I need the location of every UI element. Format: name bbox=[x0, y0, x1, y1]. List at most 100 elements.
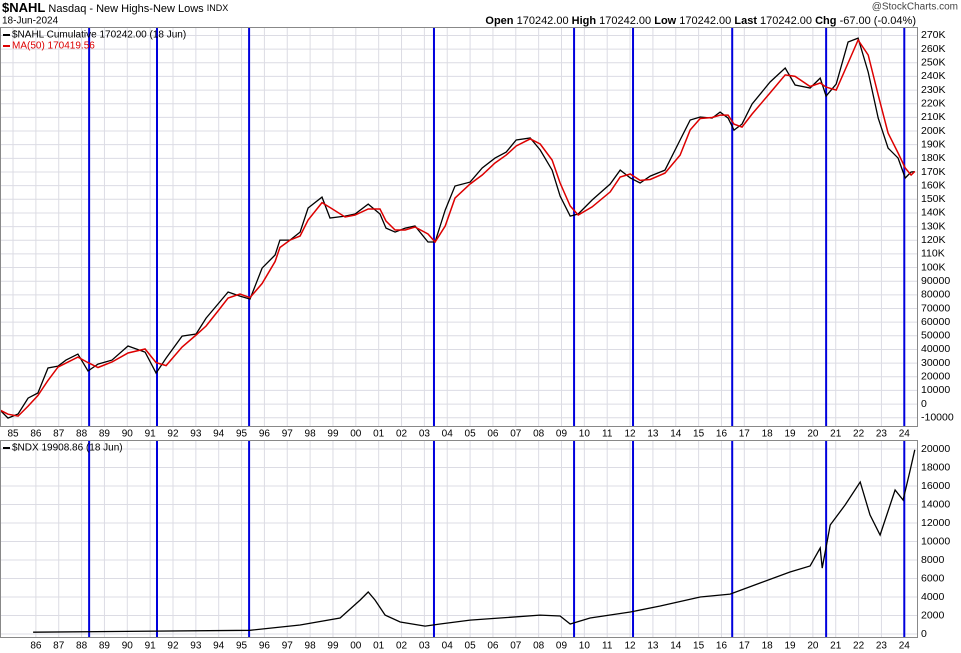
last: 170242.00 bbox=[760, 15, 812, 27]
y-tick-label: 10000 bbox=[921, 384, 950, 396]
x-tick-label: 04 bbox=[442, 429, 454, 440]
x-tick-label: 19 bbox=[784, 429, 796, 440]
x-tick-label: 98 bbox=[305, 429, 317, 440]
y-tick-label: 12000 bbox=[921, 517, 950, 529]
x-tick-label: 90 bbox=[122, 429, 134, 440]
y-tick-label: 90000 bbox=[921, 275, 950, 287]
x-tick-label: 08 bbox=[533, 641, 545, 652]
y-tick-label: 2000 bbox=[921, 609, 945, 621]
x-tick-label: 89 bbox=[99, 429, 111, 440]
x-tick-label: 03 bbox=[419, 429, 431, 440]
x-tick-label: 02 bbox=[396, 641, 408, 652]
x-tick-label: 93 bbox=[190, 429, 202, 440]
y-tick-label: 110K bbox=[921, 248, 945, 260]
legend-label: $NAHL Cumulative 170242.00 (18 Jun) bbox=[12, 30, 186, 41]
x-tick-label: 17 bbox=[739, 641, 751, 652]
y-tick-label: 40000 bbox=[921, 343, 950, 355]
y-tick-label: 270K bbox=[921, 29, 946, 41]
x-tick-label: 22 bbox=[853, 641, 865, 652]
x-tick-label: 24 bbox=[899, 429, 911, 440]
date: 18-Jun-2024 bbox=[2, 16, 59, 27]
open-label: Open bbox=[485, 15, 513, 27]
x-tick-label: 06 bbox=[487, 641, 499, 652]
low-label: Low bbox=[654, 15, 676, 27]
x-tick-label: 10 bbox=[579, 429, 591, 440]
y-tick-label: 200K bbox=[921, 125, 946, 137]
x-tick-label: 20 bbox=[807, 641, 819, 652]
y-tick-label: 10000 bbox=[921, 535, 950, 547]
y-tick-label: 180K bbox=[921, 152, 946, 164]
plot-frame bbox=[0, 27, 918, 427]
exchange: INDX bbox=[207, 3, 229, 13]
y-tick-label: 0 bbox=[921, 398, 927, 410]
header-left: $NAHL Nasdaq - New Highs-New Lows INDX bbox=[2, 0, 228, 15]
low: 170242.00 bbox=[679, 15, 731, 27]
x-tick-label: 05 bbox=[465, 429, 477, 440]
x-tick-label: 89 bbox=[99, 641, 111, 652]
y-tick-label: 20000 bbox=[921, 443, 950, 455]
x-tick-label: 12 bbox=[624, 641, 636, 652]
symbol-name: Nasdaq - New Highs-New Lows bbox=[48, 3, 204, 15]
x-tick-label: 96 bbox=[259, 429, 271, 440]
x-tick-label: 07 bbox=[510, 429, 522, 440]
x-tick-label: 14 bbox=[670, 429, 682, 440]
x-tick-label: 20 bbox=[807, 429, 819, 440]
y-tick-label: 50000 bbox=[921, 330, 950, 342]
y-tick-label: 80000 bbox=[921, 289, 950, 301]
symbol: $NAHL bbox=[2, 0, 45, 15]
x-tick-label: 99 bbox=[327, 429, 339, 440]
x-tick-label: 07 bbox=[510, 641, 522, 652]
x-tick-label: 97 bbox=[282, 429, 294, 440]
x-tick-label: 17 bbox=[739, 429, 751, 440]
x-tick-label: 09 bbox=[556, 429, 568, 440]
legend-label: MA(50) 170419.56 bbox=[12, 41, 95, 52]
x-tick-label: 14 bbox=[670, 641, 682, 652]
x-tick-label: 11 bbox=[602, 429, 613, 440]
x-tick-label: 21 bbox=[830, 429, 842, 440]
y-tick-label: 8000 bbox=[921, 554, 945, 566]
y-tick-label: 210K bbox=[921, 111, 946, 123]
y-tick-label: 14000 bbox=[921, 498, 950, 510]
x-tick-label: 97 bbox=[282, 641, 294, 652]
y-tick-label: 220K bbox=[921, 98, 946, 110]
y-tick-label: 130K bbox=[921, 220, 946, 232]
x-tick-label: 13 bbox=[647, 429, 659, 440]
x-tick-label: 18 bbox=[762, 641, 774, 652]
x-tick-label: 21 bbox=[830, 641, 842, 652]
x-tick-label: 87 bbox=[53, 641, 65, 652]
chg: -67.00 (-0.04%) bbox=[840, 15, 916, 27]
series-line bbox=[33, 449, 916, 633]
x-tick-label: 95 bbox=[236, 641, 248, 652]
y-tick-label: 18000 bbox=[921, 461, 950, 473]
x-tick-label: 01 bbox=[373, 641, 385, 652]
x-tick-label: 03 bbox=[419, 641, 431, 652]
y-tick-label: 190K bbox=[921, 138, 946, 150]
x-tick-label: 16 bbox=[716, 641, 728, 652]
x-tick-label: 12 bbox=[624, 429, 636, 440]
x-tick-label: 02 bbox=[396, 429, 408, 440]
y-tick-label: 160K bbox=[921, 179, 946, 191]
y-tick-label: 60000 bbox=[921, 316, 950, 328]
x-tick-label: 91 bbox=[145, 429, 157, 440]
y-tick-label: 0 bbox=[921, 628, 927, 640]
x-tick-label: 16 bbox=[716, 429, 728, 440]
series-line bbox=[0, 38, 916, 417]
y-tick-label: -10000 bbox=[921, 411, 954, 423]
x-tick-label: 86 bbox=[30, 429, 42, 440]
y-tick-label: 260K bbox=[921, 43, 946, 55]
source: @StockCharts.com bbox=[872, 2, 958, 13]
y-tick-label: 100K bbox=[921, 261, 946, 273]
x-tick-label: 88 bbox=[76, 641, 88, 652]
y-tick-label: 16000 bbox=[921, 480, 950, 492]
x-tick-label: 05 bbox=[465, 641, 477, 652]
plot-area bbox=[0, 440, 918, 638]
x-tick-label: 01 bbox=[373, 429, 385, 440]
legend-label: $NDX 19908.86 (18 Jun) bbox=[12, 443, 123, 454]
chg-label: Chg bbox=[815, 15, 836, 27]
x-tick-label: 94 bbox=[213, 429, 225, 440]
y-tick-label: 30000 bbox=[921, 357, 950, 369]
x-tick-label: 22 bbox=[853, 429, 865, 440]
x-tick-label: 98 bbox=[305, 641, 317, 652]
x-tick-label: 09 bbox=[556, 641, 568, 652]
x-tick-label: 95 bbox=[236, 429, 248, 440]
